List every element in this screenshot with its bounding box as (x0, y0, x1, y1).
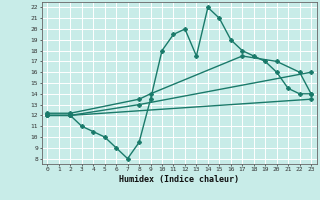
X-axis label: Humidex (Indice chaleur): Humidex (Indice chaleur) (119, 175, 239, 184)
